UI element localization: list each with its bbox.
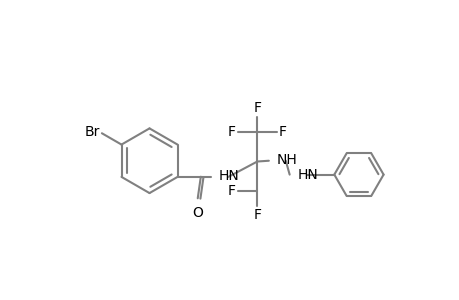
Text: NH: NH: [276, 153, 297, 167]
Text: F: F: [253, 100, 261, 115]
Text: HN: HN: [218, 169, 239, 183]
Text: O: O: [192, 206, 202, 220]
Text: F: F: [227, 125, 235, 139]
Text: HN: HN: [297, 168, 318, 182]
Text: F: F: [253, 208, 261, 223]
Text: F: F: [278, 125, 286, 139]
Text: F: F: [227, 184, 235, 198]
Text: Br: Br: [85, 125, 100, 140]
